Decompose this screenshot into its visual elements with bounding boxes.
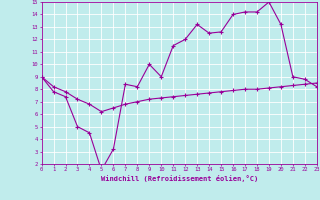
X-axis label: Windchill (Refroidissement éolien,°C): Windchill (Refroidissement éolien,°C) (100, 175, 258, 182)
